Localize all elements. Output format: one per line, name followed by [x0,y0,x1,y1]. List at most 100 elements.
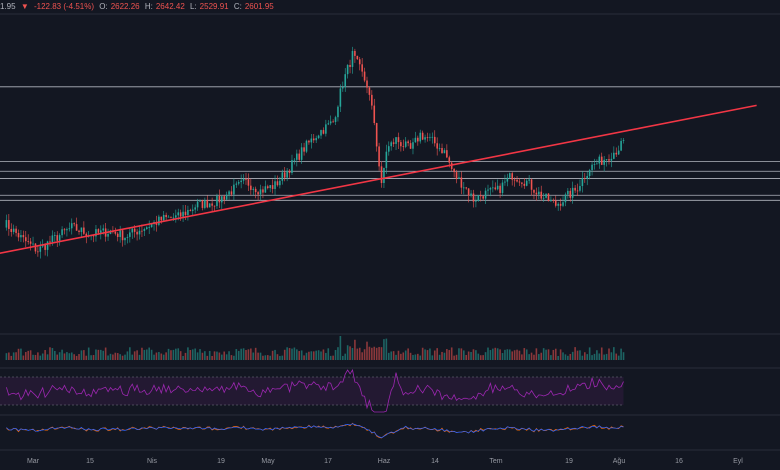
volume-bar [208,350,211,360]
candle-body [27,241,29,243]
time-axis-label: 19 [217,458,225,465]
volume-bar [610,352,613,360]
candle-body [414,137,417,143]
candle-body [363,71,366,81]
volume-bar [332,355,334,360]
candle-body [213,205,216,207]
time-axis-label: May [261,458,275,465]
volume-bar [211,355,213,360]
candle-body [467,188,470,196]
candle-body [596,163,598,165]
volume-bar [450,347,453,360]
volume-bar [390,351,392,360]
candle-body [588,170,591,176]
volume-bar [412,354,414,360]
volume-bar [279,355,281,360]
volume-bar [138,354,141,360]
volume-bar [54,350,56,360]
candle-body [322,130,325,134]
candle-body [78,230,80,232]
volume-bar [191,349,194,360]
volume-bar [167,348,170,360]
candle-body [424,137,426,140]
volume-bar [538,354,540,360]
time-axis[interactable]: Mar 15 Nis 19 May 17 Haz 14 Tem 19 Ağu 16 Eyl [0,454,780,470]
volume-bar [39,355,42,360]
candle-body [254,188,257,193]
candle-body [199,200,201,202]
volume-bar [254,347,257,360]
volume-bar [540,352,543,360]
volume-bar [44,350,46,360]
candle-body [233,184,235,195]
volume-bar [305,352,308,360]
candle-body [513,179,516,181]
candle-body [496,185,499,190]
candle-body [175,215,177,218]
candle-body [286,170,288,178]
candle-body [477,195,480,201]
time-axis-label: 19 [565,458,573,465]
volume-bar [453,355,455,360]
volume-bar [342,355,344,360]
candle-body [296,153,298,160]
candle-body [579,186,581,191]
volume-bar [499,349,501,360]
volume-bar [581,355,584,360]
candle-body [242,178,245,181]
candles [5,46,625,259]
candle-body [22,235,25,238]
volume-bar [344,353,347,360]
candle-body [533,189,535,193]
volume-bar [470,351,472,360]
candle-body [617,150,620,155]
candle-body [354,50,356,56]
candle-body [92,235,95,237]
candle-body [41,244,44,247]
volume-bar [458,348,460,360]
candle-body [116,233,119,237]
candle-body [293,159,296,161]
candle-body [61,229,63,236]
volume-bar [622,352,625,360]
candle-body [191,209,194,211]
volume-bar [252,352,255,360]
volume-bar [100,349,102,360]
macd-line [6,423,624,439]
candle-body [504,181,506,183]
volume-bar [494,347,497,360]
volume-bar [27,350,29,360]
candle-body [158,216,160,225]
candle-body [450,162,453,169]
trendline[interactable] [0,104,757,255]
candle-body [542,197,545,199]
volume-bar [41,353,44,360]
candle-body [528,179,530,181]
candle-body [315,138,317,141]
volume-bar [351,347,354,360]
candle-body [223,196,226,200]
volume-bar [479,355,482,360]
candle-body [523,183,526,186]
volume-bar [63,353,66,360]
candle-body [235,183,238,185]
candle-body [453,168,455,173]
candle-body [312,138,315,141]
candle-body [433,136,436,144]
volume-bar [559,349,562,360]
candle-body [622,140,625,141]
volume-bar [148,347,150,360]
candle-body [484,190,487,199]
volume-bar [49,347,51,360]
price-change: -122.83 (-4.51%) [33,2,94,11]
volume-bar [613,347,615,360]
candle-body [494,187,497,190]
volume-bar [262,355,264,360]
candle-body [545,193,547,198]
candle-body [368,87,371,95]
volume-bar [182,355,184,360]
candle-body [448,157,451,163]
volume-bar [22,355,25,360]
volume-bar [136,350,138,360]
